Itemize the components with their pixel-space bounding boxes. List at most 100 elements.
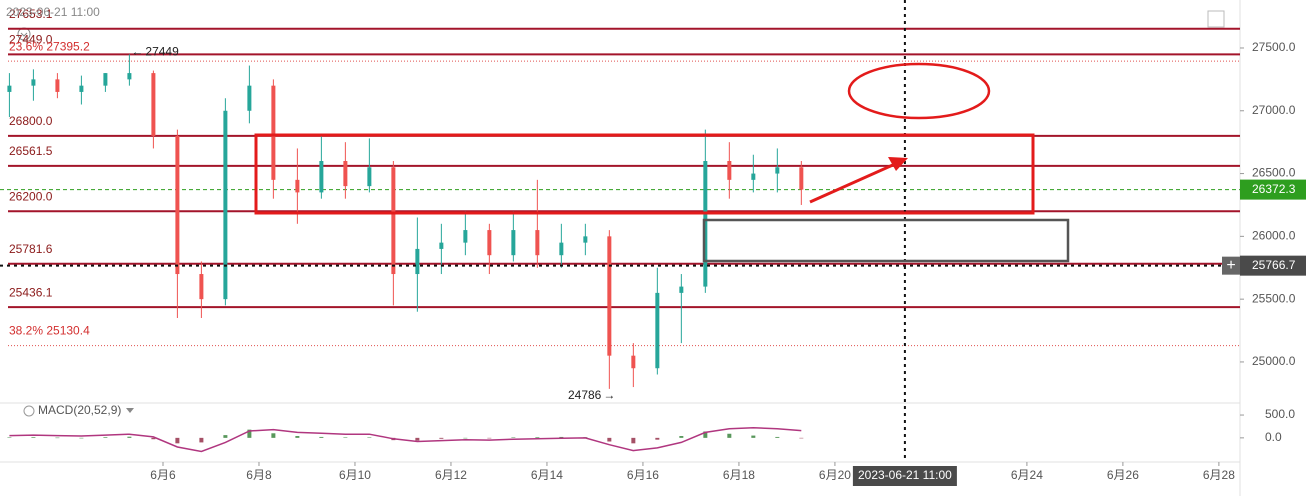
candle-body [55, 79, 60, 92]
candle-body [535, 230, 540, 256]
candle-body [559, 242, 564, 256]
macd-histogram-bar [703, 431, 708, 438]
collapse-icon-chevron [20, 32, 28, 37]
candle-body [247, 85, 252, 111]
x-tick-label: 6月16 [627, 468, 659, 482]
range-box [254, 133, 1035, 215]
candle-body [127, 73, 132, 80]
macd-histogram-bar [535, 437, 540, 438]
y-tick-label: 26000.0 [1252, 229, 1296, 243]
macd-histogram-bar [727, 433, 732, 438]
macd-histogram-bar [367, 437, 372, 438]
macd-histogram-bar [775, 436, 780, 438]
level-label: 26800.0 [9, 114, 53, 128]
x-tick-label: 6月6 [150, 468, 176, 482]
macd-histogram-bar [223, 435, 228, 438]
macd-histogram-bar [607, 437, 612, 442]
macd-histogram-bar [295, 436, 300, 438]
macd-histogram-bar [127, 436, 132, 438]
x-tick-label: 6月18 [723, 468, 755, 482]
macd-title: MACD(20,52,9) [38, 403, 121, 417]
target-box [702, 218, 1070, 263]
candle-body [7, 85, 12, 92]
trend-arrow [809, 162, 896, 204]
x-tick-label: 6月10 [339, 468, 371, 482]
annotation-label: 27449 [145, 45, 179, 59]
macd-histogram-bar [655, 437, 660, 440]
crosshair-price-label: 25766.7 [1252, 258, 1296, 272]
macd-histogram-bar [31, 437, 36, 438]
candle-body [175, 135, 180, 275]
level-label: 26200.0 [9, 189, 53, 203]
candle-body [79, 85, 84, 92]
candle-body [343, 161, 348, 187]
candle-body [607, 236, 612, 356]
level-label: 38.2% 25130.4 [9, 324, 90, 338]
candle-body [223, 110, 228, 300]
macd-histogram-bar [415, 437, 420, 441]
level-label: 25436.1 [9, 285, 53, 299]
last-price-label: 26372.3 [1252, 182, 1296, 196]
macd-histogram-bar [511, 437, 516, 438]
candle-body [103, 73, 108, 86]
alert-icon[interactable] [23, 405, 35, 417]
macd-histogram-bar [799, 437, 804, 439]
candle-body [679, 286, 684, 293]
macd-histogram-bar [7, 437, 12, 438]
header-date: 2023-06-21 11:00 [6, 5, 100, 19]
candle-body [367, 167, 372, 187]
macd-histogram-bar [559, 436, 564, 438]
candle-body [775, 167, 780, 174]
x-tick-label: 6月12 [435, 468, 467, 482]
candle-body [703, 161, 708, 287]
macd-histogram-bar [151, 437, 156, 440]
y-tick-label: 27500.0 [1252, 40, 1296, 54]
x-tick-label: 6月20 [819, 468, 851, 482]
candle-body [511, 230, 516, 256]
candle-body [463, 230, 468, 243]
candle-body [439, 242, 444, 249]
crosshair-date-tag [852, 466, 957, 486]
x-tick-label: 6月24 [1011, 468, 1043, 482]
macd-histogram-bar [79, 437, 84, 439]
macd-y-tick-label: 0.0 [1265, 430, 1282, 444]
add-button[interactable] [1222, 256, 1240, 275]
level-label: 23.6% 27395.2 [9, 39, 90, 53]
macd-y-tick-label: 500.0 [1265, 407, 1295, 421]
x-tick-label: 6月28 [1203, 468, 1235, 482]
macd-line [9, 427, 802, 453]
level-label: 26561.5 [9, 144, 53, 158]
macd-menu[interactable] [126, 408, 134, 413]
y-tick-label: 26500.0 [1252, 166, 1296, 180]
candle-body [319, 161, 324, 193]
trend-arrow-head [888, 157, 908, 171]
x-tick-label: 6月26 [1107, 468, 1139, 482]
annotation-arrow: → [603, 388, 615, 402]
level-label: 27449.0 [9, 33, 53, 47]
candle-body [295, 179, 300, 193]
macd-histogram-bar [487, 437, 492, 439]
annotation-label: 24786 [568, 388, 602, 402]
expand-button[interactable] [1207, 10, 1225, 28]
annotation-arrow: ← [131, 45, 143, 59]
macd-histogram-bar [463, 437, 468, 439]
candle-body [151, 73, 156, 136]
macd-histogram-bar [631, 437, 636, 444]
macd-histogram-bar [247, 429, 252, 438]
crosshair-date-label: 2023-06-21 11:00 [858, 468, 952, 482]
y-tick-label: 25000.0 [1252, 354, 1296, 368]
macd-histogram-bar [679, 436, 684, 438]
x-tick-label: 6月14 [531, 468, 563, 482]
last-price-tag [1240, 179, 1306, 200]
candle-body [799, 167, 804, 190]
candle-body [271, 85, 276, 180]
y-tick-label: 25500.0 [1252, 291, 1296, 305]
candle-body [199, 274, 204, 300]
candle-body [31, 79, 36, 86]
target-ellipse [847, 62, 991, 120]
macd-histogram-bar [343, 437, 348, 438]
candle-body [631, 355, 636, 369]
candle-body [751, 173, 756, 180]
add-button-icon: + [1226, 257, 1235, 274]
